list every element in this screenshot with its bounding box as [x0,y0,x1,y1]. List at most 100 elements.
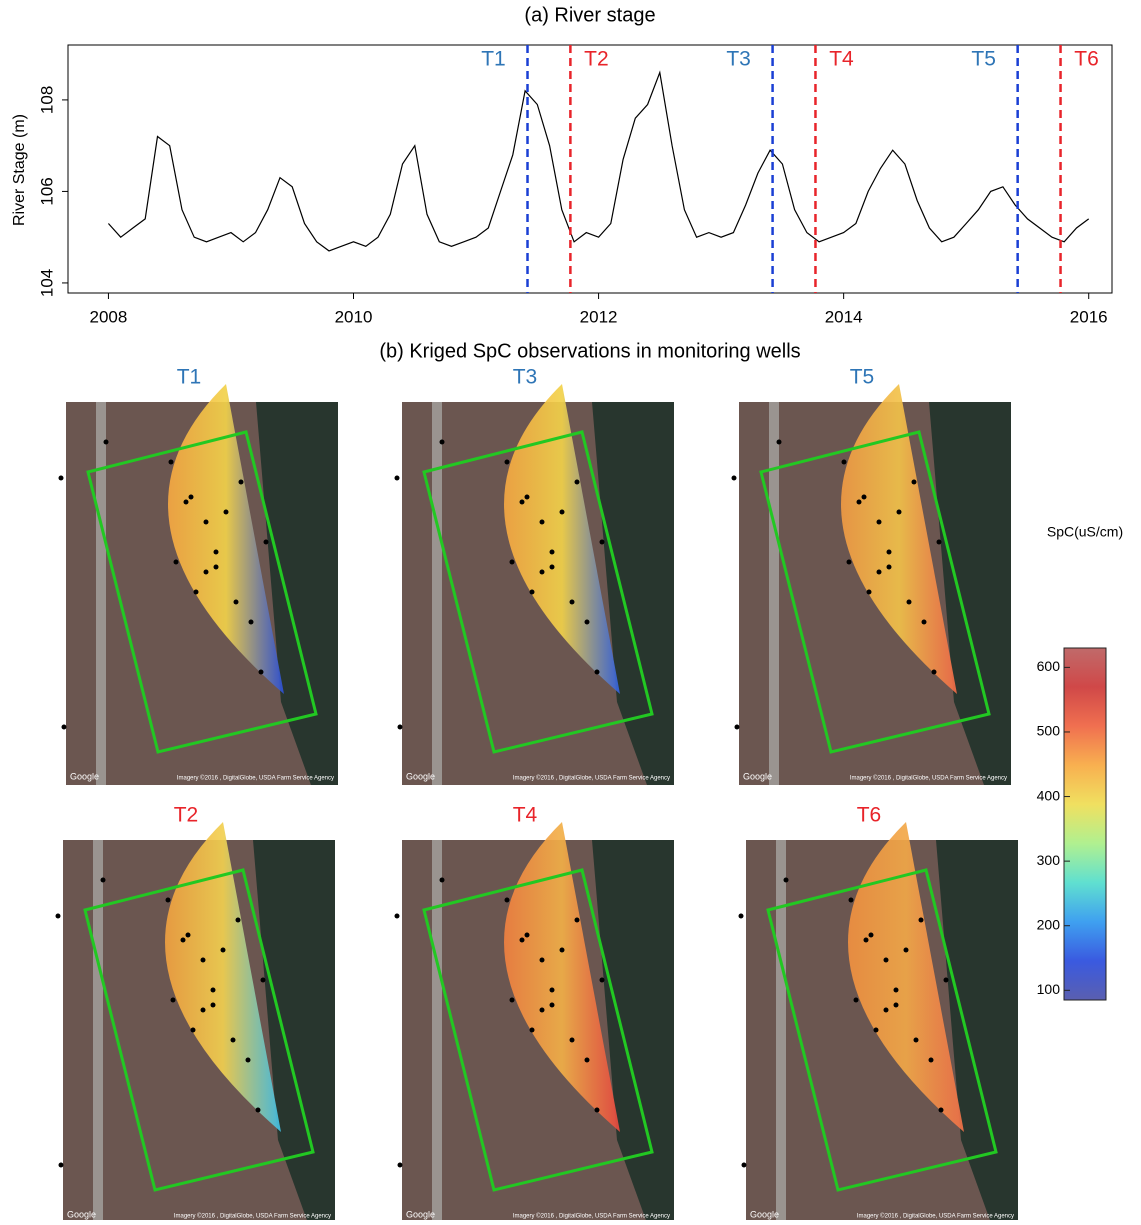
model-domain [86,430,318,754]
well [539,569,545,575]
map-panel: Google Imagery ©2016 , DigitalGlobe, USDA… [394,822,674,1223]
well [873,1027,879,1033]
road [432,840,442,1223]
well [248,619,254,625]
well [397,724,403,730]
well [883,957,889,963]
well [255,1107,261,1113]
well [258,669,264,675]
colorbar [1063,647,1107,1001]
x-tick-label: 2012 [580,307,618,326]
well [170,997,176,1003]
imagery-credit: Imagery ©2016 , DigitalGlobe, USDA Farm … [177,775,334,782]
well [213,549,219,555]
well [738,913,744,919]
river [256,402,338,785]
well [883,1007,889,1013]
kriged-field [848,822,964,1132]
well [896,509,902,515]
well [58,1162,64,1168]
well [200,957,206,963]
well [529,1027,535,1033]
event-label: T1 [481,48,506,71]
well [200,1007,206,1013]
well [190,1027,196,1033]
well [180,937,186,943]
well [783,877,789,883]
well [776,439,782,445]
well [943,977,949,983]
well [509,997,515,1003]
well [55,913,61,919]
colorbar-label: SpC(uS/cm) [1047,524,1123,540]
road [96,402,106,785]
well [846,559,852,565]
well [173,559,179,565]
well [213,564,219,570]
panel-title: T1 [177,366,202,389]
colorbar-tick-label: 600 [1037,658,1061,674]
panel-title: T5 [850,366,875,389]
well [848,897,854,903]
attribution: Google [70,771,99,781]
model-domain [766,868,998,1192]
map-panel: Google Imagery ©2016 , DigitalGlobe, USDA… [58,384,338,785]
well [594,1107,600,1113]
colorbar-tick-label: 200 [1037,916,1061,932]
well [938,1107,944,1113]
imagery-credit: Imagery ©2016 , DigitalGlobe, USDA Farm … [513,1213,670,1220]
well [853,997,859,1003]
well [861,494,867,500]
model-domain [83,868,315,1192]
well [913,1037,919,1043]
y-axis-label: River Stage (m) [11,114,28,226]
kriged-field [165,822,281,1132]
event-label: T5 [971,48,996,71]
panel-title: T4 [513,804,538,827]
well [569,599,575,605]
well [235,917,241,923]
well [893,1002,899,1008]
well [549,1002,555,1008]
panel-title: T6 [857,804,882,827]
x-tick-label: 2010 [335,307,373,326]
well [203,519,209,525]
well [210,987,216,993]
kriged-field [504,822,620,1132]
well [238,479,244,485]
well [918,917,924,923]
well [233,599,239,605]
well [734,724,740,730]
well [863,937,869,943]
y-tick-label: 108 [37,86,56,114]
well [599,539,605,545]
well [921,619,927,625]
map-panel: Google Imagery ©2016 , DigitalGlobe, USDA… [55,822,335,1223]
well [866,589,872,595]
map-panel: Google Imagery ©2016 , DigitalGlobe, USDA… [394,384,674,785]
river-stage-line [107,70,1090,252]
well [260,977,266,983]
well [569,1037,575,1043]
well [439,439,445,445]
well [893,987,899,993]
well [906,599,912,605]
well [183,499,189,505]
attribution: Google [406,771,435,781]
well [165,897,171,903]
river [929,402,1011,785]
well [584,1057,590,1063]
attribution: Google [743,771,772,781]
well [245,1057,251,1063]
x-tick-label: 2014 [825,307,863,326]
imagery-credit: Imagery ©2016 , DigitalGlobe, USDA Farm … [513,775,670,782]
road [769,402,779,785]
event-label: T4 [829,48,854,71]
well [741,1162,747,1168]
well [539,519,545,525]
well [559,509,565,515]
x-tick-label: 2008 [90,307,128,326]
well [210,1002,216,1008]
panel-title: T3 [513,366,538,389]
